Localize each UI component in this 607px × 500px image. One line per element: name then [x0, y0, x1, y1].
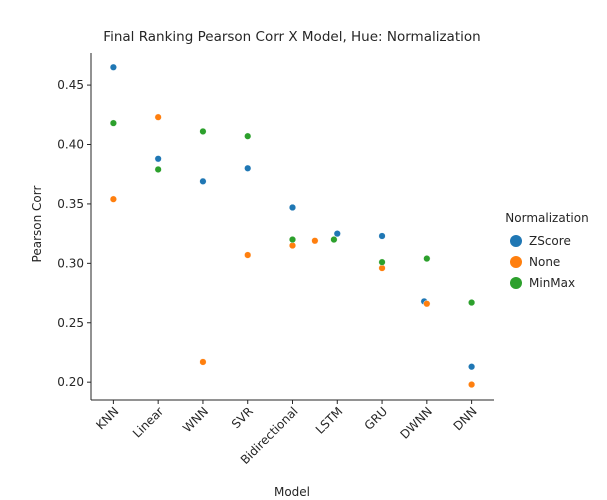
legend-marker [510, 277, 522, 289]
y-tick-label: 0.25 [57, 316, 84, 330]
data-point-none [378, 264, 386, 272]
x-tick-label: LSTM [313, 404, 346, 437]
data-point-none [423, 300, 431, 308]
legend-title: Normalization [505, 211, 588, 225]
data-point-minmax [199, 127, 207, 135]
legend: Normalization ZScore None MinMax [505, 211, 588, 290]
data-point-none [244, 251, 252, 259]
data-point-minmax [109, 119, 117, 127]
x-axis-label: Model [274, 485, 310, 499]
data-point-none [468, 381, 476, 389]
y-axis-label: Pearson Corr [30, 186, 44, 263]
data-point-minmax [154, 165, 162, 173]
data-point-none [311, 237, 319, 245]
plot-area [90, 53, 494, 401]
legend-label: None [529, 255, 560, 269]
legend-label: ZScore [529, 234, 571, 248]
y-tick-label: 0.45 [57, 78, 84, 92]
x-tick-label: GRU [362, 404, 391, 433]
data-point-zscore [199, 177, 207, 185]
data-point-minmax [289, 236, 297, 244]
data-point-zscore [289, 203, 297, 211]
x-tick-label: KNN [93, 404, 121, 432]
data-points [109, 63, 476, 389]
y-axis: 0.20 0.25 0.30 0.35 0.40 0.45 [57, 78, 91, 389]
x-tick-label: WNN [180, 404, 211, 435]
y-tick-label: 0.30 [57, 256, 84, 270]
data-point-zscore [109, 63, 117, 71]
chart-title: Final Ranking Pearson Corr X Model, Hue:… [103, 29, 480, 45]
data-point-minmax [244, 132, 252, 140]
data-point-none [199, 358, 207, 366]
data-point-zscore [378, 232, 386, 240]
x-tick-label: DWNN [397, 404, 435, 442]
legend-marker [510, 235, 522, 247]
x-tick-label: SVR [229, 404, 256, 431]
y-tick-label: 0.35 [57, 197, 84, 211]
x-tick-label: Linear [130, 404, 166, 440]
legend-label: MinMax [529, 276, 575, 290]
data-point-minmax [423, 255, 431, 263]
data-point-none [154, 113, 162, 121]
y-tick-label: 0.20 [57, 375, 84, 389]
data-point-zscore [333, 230, 341, 238]
legend-marker [510, 256, 522, 268]
data-point-none [289, 242, 297, 250]
data-point-zscore [468, 363, 476, 371]
data-point-none [109, 195, 117, 203]
data-point-minmax [468, 299, 476, 307]
y-tick-label: 0.40 [57, 138, 84, 152]
data-point-zscore [154, 155, 162, 163]
x-tick-label: DNN [451, 404, 480, 433]
data-point-minmax [330, 236, 338, 244]
data-point-minmax [378, 258, 386, 266]
data-point-zscore [244, 164, 252, 172]
